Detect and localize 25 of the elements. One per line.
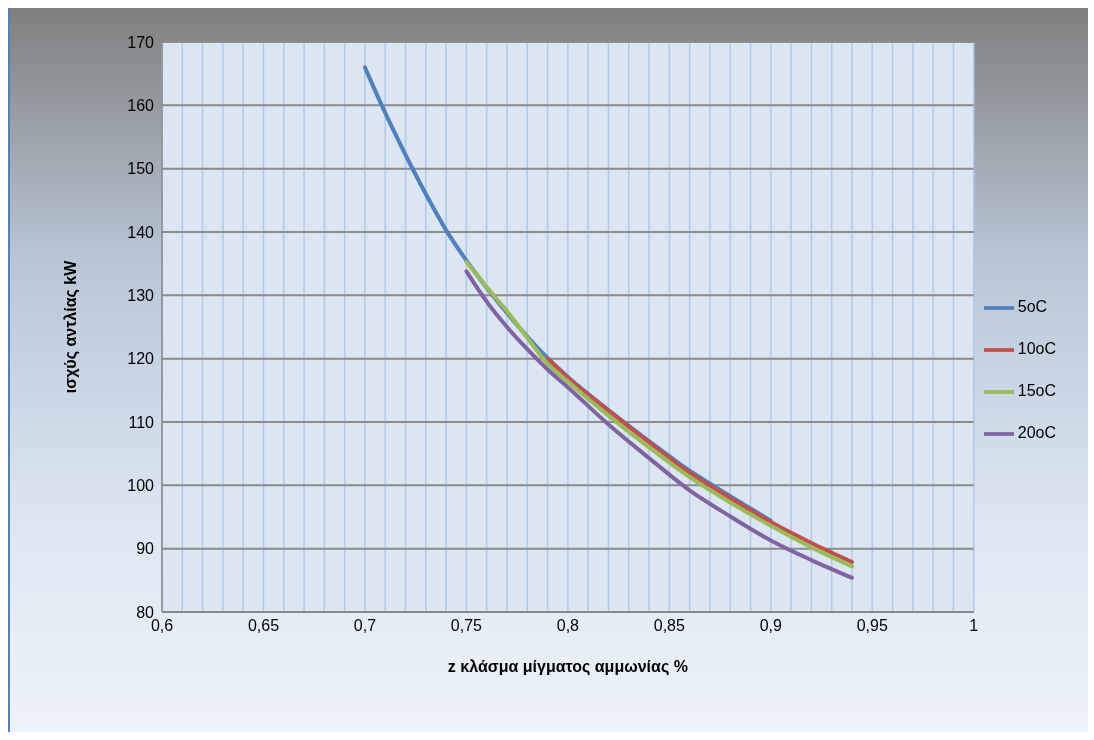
x-tick-label: 1 <box>969 617 979 635</box>
legend-label: 15oC <box>1017 382 1056 399</box>
x-tick-label: 0,9 <box>759 617 783 635</box>
legend-label: 20oC <box>1017 424 1056 441</box>
y-tick-label: 120 <box>127 350 155 368</box>
x-tick-label: 0,6 <box>150 617 174 635</box>
legend-label: 5oC <box>1017 298 1048 315</box>
y-tick-label: 110 <box>128 413 155 431</box>
x-axis-title: z κλάσμα μίγματος αμμωνίας % <box>447 658 688 676</box>
y-tick-label: 140 <box>127 223 155 241</box>
x-tick-label: 0,65 <box>247 617 280 635</box>
x-tick-label: 0,75 <box>450 617 483 635</box>
y-tick-label: 100 <box>127 477 155 495</box>
y-tick-label: 90 <box>136 540 155 558</box>
x-tick-label: 0,85 <box>653 617 686 635</box>
y-tick-label: 130 <box>127 287 155 305</box>
y-tick-label: 170 <box>127 33 155 51</box>
legend-label: 10oC <box>1017 340 1056 357</box>
line-series <box>545 356 854 564</box>
y-tick-label: 160 <box>127 97 155 115</box>
x-tick-label: 0,95 <box>856 617 888 635</box>
x-tick-label: 0,8 <box>556 617 580 635</box>
y-axis-title: ισχύς αντλίας kW <box>61 259 80 394</box>
x-tick-label: 0,7 <box>353 617 377 635</box>
y-tick-label: 150 <box>127 160 155 178</box>
